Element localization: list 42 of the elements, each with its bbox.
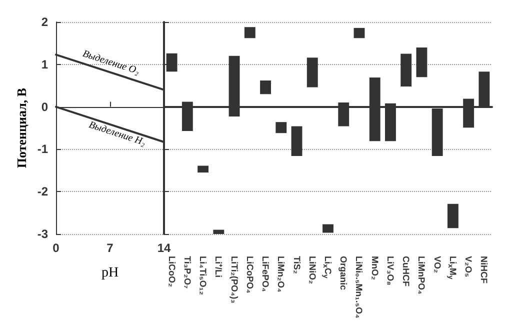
y-axis-title: Потенциал, В	[14, 88, 29, 168]
x-tick-label: VO₂	[432, 256, 442, 274]
bar	[244, 27, 256, 38]
y-tick-label: 2	[41, 15, 48, 29]
x-tick-label: LiCoO₂	[166, 256, 177, 287]
x-tick-label: Ti₃P₂O₇	[182, 256, 192, 289]
x-tick-label: LiMnPO₄	[416, 256, 427, 294]
bar	[416, 47, 428, 78]
x-tick-label: Li⁺/Li	[214, 256, 224, 278]
x-tick-label: 7	[106, 241, 114, 255]
x-tick-label: LiNiO₂	[307, 256, 318, 284]
x-axis-title: pH	[101, 266, 119, 280]
bar	[260, 80, 271, 94]
x-tick-label: Organic	[338, 256, 349, 290]
x-tick-label: LiMn₂O₄	[276, 256, 286, 292]
bar	[447, 204, 458, 228]
bar	[291, 126, 302, 156]
bar	[276, 122, 287, 134]
y-tick-label: -2	[37, 184, 48, 199]
x-tick-label: TiS₂	[292, 256, 302, 274]
bar	[354, 28, 365, 38]
x-tick-label: NiHCF	[479, 256, 490, 284]
y-tick-label: -1	[37, 142, 48, 156]
bar	[213, 230, 224, 234]
bar	[322, 224, 334, 233]
x-tick-label: LiNi₀.₅Mn₁.₅O₄	[354, 256, 364, 318]
x-tick-label: 14	[157, 241, 171, 255]
x-tick-label: LiTi₂(PO₄)₃	[229, 256, 240, 304]
x-tick-label: Li₄Ti₅O₁₂	[198, 256, 208, 295]
x-tick-label: CuHCF	[401, 256, 412, 287]
y-tick-label: 0	[41, 100, 48, 114]
x-tick-label: LiV₃O₈	[385, 256, 396, 286]
bar	[306, 58, 318, 88]
x-tick-label: LiCoPO₄	[244, 256, 255, 294]
bar	[400, 54, 412, 86]
y-tick-label: 1	[41, 57, 48, 72]
x-tick-label: 0	[52, 241, 60, 255]
x-tick-label: MnO₂	[370, 256, 380, 280]
y-tick-label: -3	[37, 227, 48, 241]
bar	[198, 166, 209, 173]
x-tick-label: LiFePO₄	[260, 256, 271, 292]
x-tick-label: V₂O₅	[464, 256, 474, 278]
